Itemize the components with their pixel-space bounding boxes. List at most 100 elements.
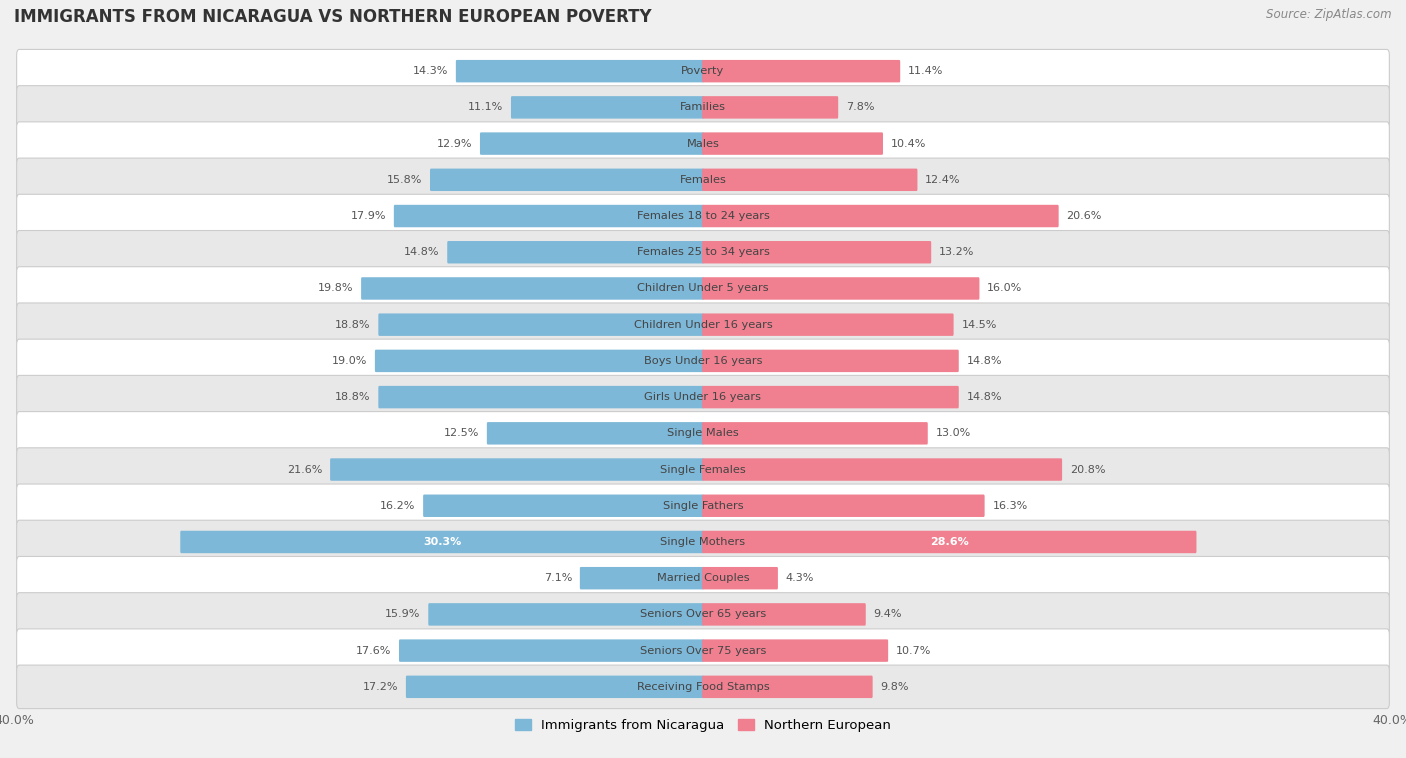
FancyBboxPatch shape: [394, 205, 704, 227]
Text: 21.6%: 21.6%: [287, 465, 322, 475]
FancyBboxPatch shape: [429, 603, 704, 625]
FancyBboxPatch shape: [17, 629, 1389, 672]
Text: 15.8%: 15.8%: [387, 175, 422, 185]
FancyBboxPatch shape: [17, 230, 1389, 274]
Text: Single Fathers: Single Fathers: [662, 501, 744, 511]
FancyBboxPatch shape: [17, 556, 1389, 600]
Text: 9.8%: 9.8%: [880, 682, 908, 692]
Text: 14.8%: 14.8%: [404, 247, 440, 257]
FancyBboxPatch shape: [702, 422, 928, 444]
FancyBboxPatch shape: [702, 675, 873, 698]
Text: Poverty: Poverty: [682, 66, 724, 76]
Text: Seniors Over 65 years: Seniors Over 65 years: [640, 609, 766, 619]
Text: Males: Males: [686, 139, 720, 149]
FancyBboxPatch shape: [447, 241, 704, 264]
Text: 14.8%: 14.8%: [966, 392, 1002, 402]
FancyBboxPatch shape: [17, 593, 1389, 636]
Text: 15.9%: 15.9%: [385, 609, 420, 619]
Text: 17.6%: 17.6%: [356, 646, 391, 656]
FancyBboxPatch shape: [17, 448, 1389, 491]
Text: Females: Females: [679, 175, 727, 185]
Text: IMMIGRANTS FROM NICARAGUA VS NORTHERN EUROPEAN POVERTY: IMMIGRANTS FROM NICARAGUA VS NORTHERN EU…: [14, 8, 652, 26]
FancyBboxPatch shape: [399, 640, 704, 662]
Text: Girls Under 16 years: Girls Under 16 years: [644, 392, 762, 402]
FancyBboxPatch shape: [702, 567, 778, 590]
FancyBboxPatch shape: [702, 205, 1059, 227]
Text: Females 25 to 34 years: Females 25 to 34 years: [637, 247, 769, 257]
FancyBboxPatch shape: [17, 194, 1389, 238]
Text: 17.2%: 17.2%: [363, 682, 398, 692]
FancyBboxPatch shape: [579, 567, 704, 590]
Text: 30.3%: 30.3%: [423, 537, 461, 547]
FancyBboxPatch shape: [378, 314, 704, 336]
FancyBboxPatch shape: [17, 484, 1389, 528]
FancyBboxPatch shape: [702, 349, 959, 372]
FancyBboxPatch shape: [375, 349, 704, 372]
Text: Single Females: Single Females: [661, 465, 745, 475]
FancyBboxPatch shape: [17, 375, 1389, 419]
FancyBboxPatch shape: [378, 386, 704, 409]
FancyBboxPatch shape: [702, 494, 984, 517]
FancyBboxPatch shape: [702, 603, 866, 625]
Text: 17.9%: 17.9%: [350, 211, 387, 221]
FancyBboxPatch shape: [180, 531, 704, 553]
FancyBboxPatch shape: [361, 277, 704, 299]
FancyBboxPatch shape: [702, 314, 953, 336]
Text: 18.8%: 18.8%: [335, 320, 371, 330]
FancyBboxPatch shape: [702, 168, 918, 191]
FancyBboxPatch shape: [702, 60, 900, 83]
FancyBboxPatch shape: [17, 158, 1389, 202]
FancyBboxPatch shape: [17, 49, 1389, 93]
Text: 18.8%: 18.8%: [335, 392, 371, 402]
Text: 16.0%: 16.0%: [987, 283, 1022, 293]
Text: 11.4%: 11.4%: [908, 66, 943, 76]
Text: Source: ZipAtlas.com: Source: ZipAtlas.com: [1267, 8, 1392, 20]
Text: Single Males: Single Males: [666, 428, 740, 438]
Text: 19.8%: 19.8%: [318, 283, 353, 293]
FancyBboxPatch shape: [423, 494, 704, 517]
Text: 7.8%: 7.8%: [846, 102, 875, 112]
Text: 20.6%: 20.6%: [1066, 211, 1102, 221]
FancyBboxPatch shape: [17, 665, 1389, 709]
FancyBboxPatch shape: [702, 96, 838, 118]
Text: Boys Under 16 years: Boys Under 16 years: [644, 356, 762, 366]
Text: 28.6%: 28.6%: [929, 537, 969, 547]
FancyBboxPatch shape: [702, 277, 980, 299]
Text: 10.4%: 10.4%: [891, 139, 927, 149]
Text: Children Under 16 years: Children Under 16 years: [634, 320, 772, 330]
Text: Females 18 to 24 years: Females 18 to 24 years: [637, 211, 769, 221]
Text: 11.1%: 11.1%: [468, 102, 503, 112]
Text: 16.2%: 16.2%: [380, 501, 415, 511]
FancyBboxPatch shape: [479, 133, 704, 155]
FancyBboxPatch shape: [17, 86, 1389, 129]
FancyBboxPatch shape: [702, 241, 931, 264]
Text: 20.8%: 20.8%: [1070, 465, 1105, 475]
Text: 14.3%: 14.3%: [413, 66, 449, 76]
Text: 7.1%: 7.1%: [544, 573, 572, 583]
Text: 12.9%: 12.9%: [437, 139, 472, 149]
Text: 16.3%: 16.3%: [993, 501, 1028, 511]
Text: 4.3%: 4.3%: [786, 573, 814, 583]
Text: 12.4%: 12.4%: [925, 175, 960, 185]
FancyBboxPatch shape: [702, 531, 1197, 553]
FancyBboxPatch shape: [17, 122, 1389, 165]
Text: 14.5%: 14.5%: [962, 320, 997, 330]
Text: Children Under 5 years: Children Under 5 years: [637, 283, 769, 293]
Text: Families: Families: [681, 102, 725, 112]
FancyBboxPatch shape: [17, 267, 1389, 310]
Legend: Immigrants from Nicaragua, Northern European: Immigrants from Nicaragua, Northern Euro…: [509, 714, 897, 738]
FancyBboxPatch shape: [430, 168, 704, 191]
FancyBboxPatch shape: [330, 459, 704, 481]
FancyBboxPatch shape: [510, 96, 704, 118]
FancyBboxPatch shape: [17, 520, 1389, 564]
Text: 9.4%: 9.4%: [873, 609, 903, 619]
FancyBboxPatch shape: [17, 339, 1389, 383]
Text: 12.5%: 12.5%: [444, 428, 479, 438]
FancyBboxPatch shape: [17, 412, 1389, 455]
Text: 10.7%: 10.7%: [896, 646, 931, 656]
FancyBboxPatch shape: [702, 640, 889, 662]
Text: 13.0%: 13.0%: [935, 428, 970, 438]
Text: 14.8%: 14.8%: [966, 356, 1002, 366]
Text: 13.2%: 13.2%: [939, 247, 974, 257]
FancyBboxPatch shape: [17, 303, 1389, 346]
